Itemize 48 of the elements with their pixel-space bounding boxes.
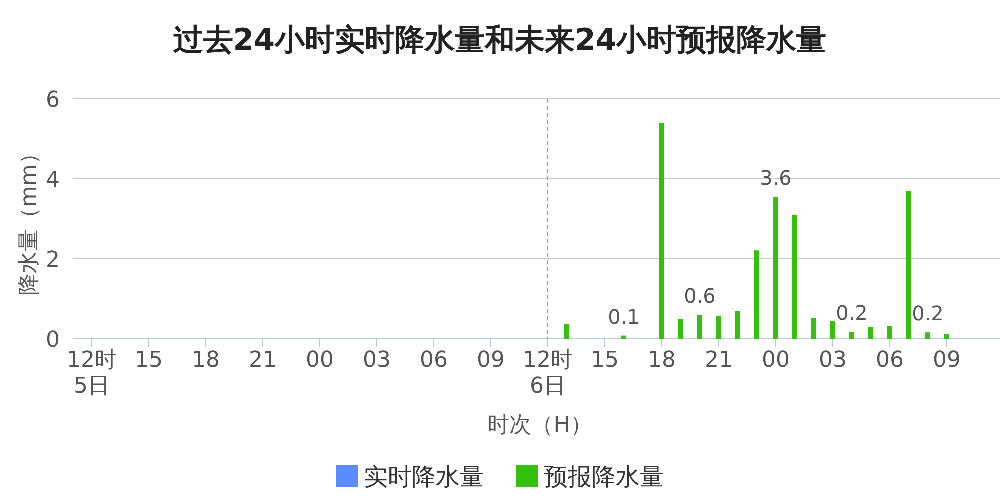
legend-label: 实时降水量 [364, 463, 484, 491]
data-label: 3.6 [760, 166, 792, 190]
y-tick-label: 2 [46, 248, 60, 273]
bar [622, 336, 626, 339]
data-label: 0.6 [684, 284, 716, 308]
bar [754, 250, 760, 339]
x-tick-label: 18 [648, 348, 676, 373]
bar [868, 327, 874, 339]
x-tick-label: 12时 5日 [67, 348, 117, 399]
bar [906, 191, 912, 339]
bar [716, 316, 722, 339]
x-tick-label: 18 [192, 348, 220, 373]
x-tick-label: 21 [249, 348, 277, 373]
x-tick-label: 12时 6日 [523, 348, 573, 399]
x-tick-label: 03 [363, 348, 391, 373]
legend-label: 预报降水量 [544, 463, 664, 491]
data-label: 0.2 [836, 301, 868, 326]
bar [678, 319, 684, 339]
y-tick-label: 0 [46, 328, 60, 353]
x-tick-label: 09 [477, 348, 505, 373]
x-tick-label: 00 [762, 348, 790, 373]
x-tick-label: 15 [591, 348, 619, 373]
bar [564, 324, 570, 339]
bar [812, 318, 816, 339]
bar [830, 321, 836, 339]
bar [944, 334, 950, 339]
bar [888, 326, 892, 339]
bar [792, 215, 798, 339]
bar [698, 315, 702, 339]
x-tick-label: 21 [705, 348, 733, 373]
x-axis-title: 时次（H） [488, 413, 592, 438]
bar [736, 311, 740, 339]
data-label: 0.2 [912, 302, 944, 326]
bar [774, 197, 778, 339]
bar [660, 123, 664, 339]
data-label: 0.1 [608, 304, 640, 329]
x-tick-label: 06 [420, 348, 448, 373]
x-tick-label: 03 [819, 348, 847, 373]
chart-title: 过去24小时实时降水量和未来24小时预报降水量 [173, 23, 827, 58]
x-tick-label: 15 [135, 348, 163, 373]
x-tick-label: 06 [876, 348, 904, 373]
bar [926, 332, 930, 339]
y-axis-title: 降水量（mm） [17, 142, 42, 296]
x-tick-label: 00 [306, 348, 334, 373]
y-tick-label: 4 [46, 168, 60, 193]
x-tick-label: 09 [933, 348, 961, 373]
y-tick-label: 6 [46, 88, 60, 113]
bar [850, 332, 854, 339]
